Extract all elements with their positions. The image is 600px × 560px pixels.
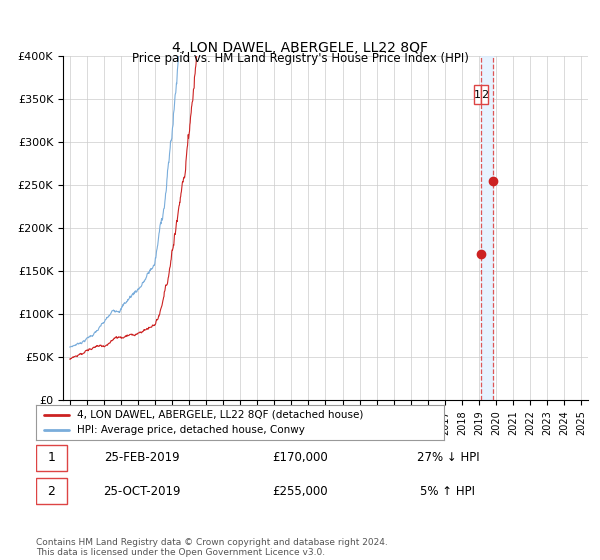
FancyBboxPatch shape <box>481 85 488 104</box>
Text: 4, LON DAWEL, ABERGELE, LL22 8QF (detached house): 4, LON DAWEL, ABERGELE, LL22 8QF (detach… <box>77 409 363 419</box>
Text: 4, LON DAWEL, ABERGELE, LL22 8QF: 4, LON DAWEL, ABERGELE, LL22 8QF <box>172 41 428 55</box>
Text: 2: 2 <box>481 90 488 100</box>
Text: £170,000: £170,000 <box>272 451 328 464</box>
Text: 1: 1 <box>47 451 55 464</box>
Text: 27% ↓ HPI: 27% ↓ HPI <box>416 451 479 464</box>
Text: HPI: Average price, detached house, Conwy: HPI: Average price, detached house, Conw… <box>77 425 305 435</box>
Text: Contains HM Land Registry data © Crown copyright and database right 2024.
This d: Contains HM Land Registry data © Crown c… <box>36 538 388 557</box>
Text: 5% ↑ HPI: 5% ↑ HPI <box>421 485 475 498</box>
Text: Price paid vs. HM Land Registry's House Price Index (HPI): Price paid vs. HM Land Registry's House … <box>131 52 469 66</box>
FancyBboxPatch shape <box>475 85 481 104</box>
Text: 25-OCT-2019: 25-OCT-2019 <box>103 485 181 498</box>
Text: 25-FEB-2019: 25-FEB-2019 <box>104 451 179 464</box>
FancyBboxPatch shape <box>36 445 67 471</box>
FancyBboxPatch shape <box>36 478 67 505</box>
Text: £255,000: £255,000 <box>272 485 328 498</box>
Text: 1: 1 <box>474 90 481 100</box>
Bar <box>481 56 493 400</box>
Text: 2: 2 <box>47 485 55 498</box>
